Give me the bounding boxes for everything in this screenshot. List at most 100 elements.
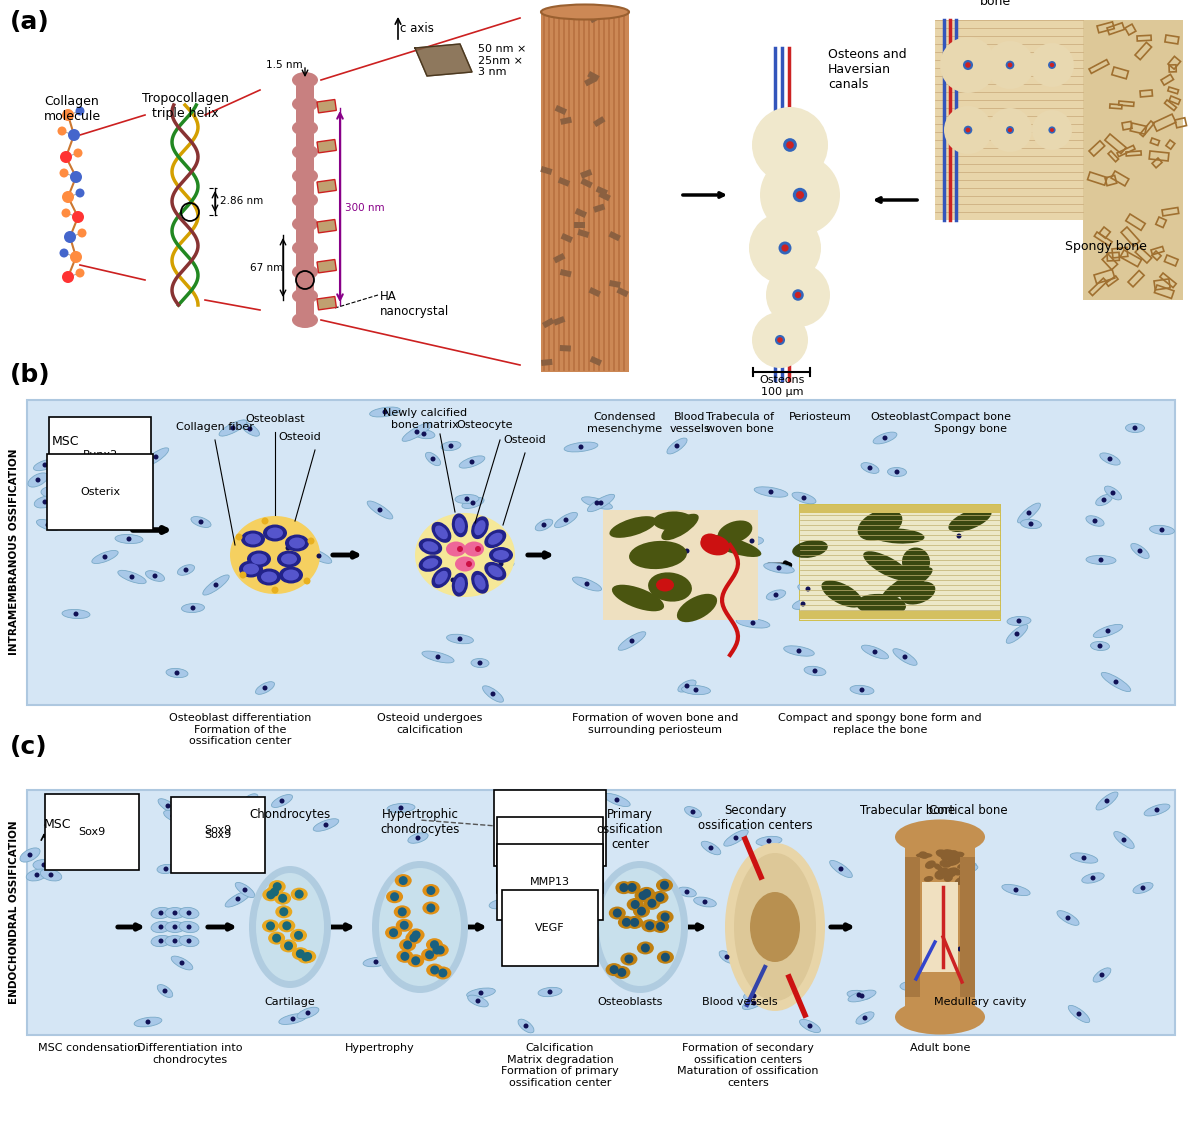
Circle shape	[398, 876, 408, 885]
Ellipse shape	[948, 507, 991, 531]
Circle shape	[1014, 887, 1019, 893]
Ellipse shape	[618, 916, 635, 929]
Circle shape	[1110, 490, 1116, 496]
Circle shape	[438, 968, 448, 977]
Circle shape	[641, 943, 650, 952]
Text: 2.86 nm: 2.86 nm	[220, 195, 263, 206]
Circle shape	[1016, 618, 1021, 623]
Text: Collagen fiber: Collagen fiber	[176, 422, 254, 432]
Bar	[617, 287, 629, 297]
Circle shape	[872, 649, 877, 655]
Ellipse shape	[782, 137, 798, 153]
Ellipse shape	[289, 537, 305, 549]
Ellipse shape	[446, 542, 466, 557]
Circle shape	[102, 554, 108, 560]
Ellipse shape	[626, 898, 643, 911]
Ellipse shape	[1032, 110, 1072, 150]
Bar	[1162, 208, 1178, 216]
Ellipse shape	[858, 510, 902, 541]
Bar	[1108, 253, 1120, 261]
Circle shape	[613, 909, 622, 918]
Circle shape	[661, 953, 670, 961]
Ellipse shape	[434, 526, 448, 539]
Ellipse shape	[956, 118, 980, 142]
Ellipse shape	[958, 863, 968, 869]
Circle shape	[304, 952, 312, 961]
Ellipse shape	[292, 312, 318, 328]
Circle shape	[1050, 128, 1054, 131]
Ellipse shape	[725, 844, 826, 1012]
Circle shape	[1008, 128, 1013, 133]
Text: Adult bone: Adult bone	[910, 1044, 970, 1053]
Ellipse shape	[275, 542, 301, 554]
Ellipse shape	[604, 793, 630, 807]
Ellipse shape	[179, 908, 199, 919]
Ellipse shape	[1036, 48, 1068, 81]
Circle shape	[158, 925, 163, 929]
Text: Cortical bone: Cortical bone	[929, 804, 1007, 817]
Ellipse shape	[372, 861, 468, 993]
Circle shape	[60, 168, 68, 177]
Text: Differentiation into
chondrocytes: Differentiation into chondrocytes	[137, 1044, 242, 1064]
Ellipse shape	[235, 882, 254, 897]
Ellipse shape	[402, 423, 432, 441]
Ellipse shape	[656, 951, 674, 964]
Circle shape	[173, 925, 178, 929]
Ellipse shape	[48, 496, 70, 507]
Ellipse shape	[428, 943, 445, 957]
Ellipse shape	[656, 911, 673, 924]
Circle shape	[896, 531, 901, 536]
Circle shape	[584, 582, 589, 586]
Bar	[541, 11, 629, 371]
Circle shape	[60, 151, 72, 163]
Ellipse shape	[268, 932, 286, 944]
Circle shape	[186, 925, 192, 929]
Bar	[559, 345, 571, 352]
Ellipse shape	[395, 874, 412, 887]
Bar	[1111, 171, 1129, 186]
Text: Secondary
ossification centers: Secondary ossification centers	[697, 804, 812, 832]
Bar	[799, 504, 1001, 621]
Bar	[1154, 285, 1174, 298]
Text: Osteons
100 μm: Osteons 100 μm	[760, 375, 805, 397]
Circle shape	[964, 126, 972, 135]
Circle shape	[307, 537, 314, 544]
Bar	[1108, 151, 1118, 162]
Bar	[296, 302, 314, 314]
Circle shape	[779, 241, 792, 255]
Circle shape	[610, 965, 618, 974]
Ellipse shape	[464, 542, 484, 557]
Ellipse shape	[283, 569, 299, 581]
Ellipse shape	[743, 997, 766, 1009]
Bar	[1102, 254, 1117, 270]
Circle shape	[551, 952, 556, 958]
Ellipse shape	[118, 570, 146, 584]
Ellipse shape	[630, 544, 662, 557]
Bar	[296, 206, 314, 218]
Circle shape	[1092, 519, 1098, 523]
Ellipse shape	[263, 525, 287, 542]
Ellipse shape	[455, 495, 479, 504]
Circle shape	[403, 941, 412, 950]
Circle shape	[694, 687, 698, 693]
Ellipse shape	[426, 453, 440, 465]
Circle shape	[64, 231, 76, 243]
Circle shape	[907, 983, 912, 989]
Ellipse shape	[719, 951, 734, 964]
Ellipse shape	[163, 810, 182, 822]
Ellipse shape	[760, 155, 840, 235]
Ellipse shape	[269, 880, 286, 893]
Ellipse shape	[947, 854, 962, 866]
Circle shape	[863, 1015, 868, 1021]
Circle shape	[614, 798, 619, 802]
Ellipse shape	[893, 649, 917, 665]
Text: 67 nm: 67 nm	[250, 263, 283, 273]
Circle shape	[263, 686, 268, 690]
Ellipse shape	[400, 938, 416, 951]
Ellipse shape	[648, 573, 692, 601]
Circle shape	[145, 1020, 150, 1024]
Circle shape	[425, 950, 434, 959]
Ellipse shape	[203, 575, 229, 596]
Ellipse shape	[954, 869, 962, 876]
Text: Compact bone
Spongy bone: Compact bone Spongy bone	[930, 411, 1010, 433]
